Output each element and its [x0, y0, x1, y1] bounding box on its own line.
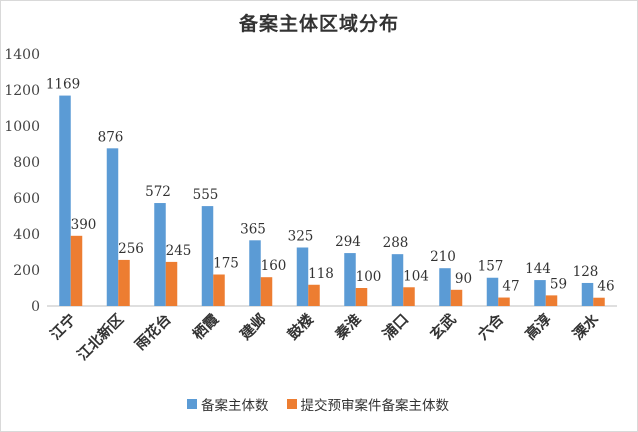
data-label-2: 160 — [261, 258, 287, 274]
bar-1 — [486, 277, 499, 306]
data-label-2: 47 — [502, 279, 519, 295]
data-label-2: 175 — [213, 256, 239, 272]
y-tick-label: 1000 — [4, 119, 40, 135]
bar-1 — [201, 206, 214, 306]
data-label-2: 104 — [403, 268, 429, 284]
bar-1 — [439, 268, 451, 306]
bar-1 — [581, 282, 594, 306]
legend-item-series-1: 备案主体数 — [187, 394, 269, 414]
data-label-2: 90 — [455, 271, 472, 287]
bar-2 — [593, 297, 605, 306]
x-tick-label: 玄武 — [426, 310, 460, 344]
x-tick-label: 六合 — [474, 310, 508, 344]
data-label-2: 100 — [356, 269, 382, 285]
y-tick-label: 600 — [13, 191, 40, 207]
x-tick-label: 栖霞 — [189, 310, 223, 344]
bar-1 — [59, 95, 71, 306]
legend-label-series-1: 备案主体数 — [201, 398, 269, 414]
bar-1 — [249, 240, 261, 306]
y-tick-label: 400 — [13, 227, 40, 243]
x-tick-label: 鼓楼 — [284, 310, 318, 344]
data-label-1: 325 — [288, 229, 314, 245]
x-tick-label: 秦淮 — [331, 310, 365, 344]
x-tick-label: 雨花台 — [131, 310, 174, 353]
data-label-1: 288 — [383, 235, 409, 251]
y-tick-label: 800 — [13, 155, 40, 171]
data-label-1: 555 — [193, 187, 219, 203]
y-tick-label: 0 — [31, 299, 40, 315]
bar-2 — [70, 235, 83, 306]
x-tick-label: 溧水 — [569, 310, 603, 344]
x-tick-label: 江北新区 — [73, 310, 127, 364]
x-tick-label: 江宁 — [46, 310, 79, 343]
chart-title: 备案主体区域分布 — [238, 13, 399, 35]
data-label-2: 59 — [550, 276, 567, 292]
data-label-1: 365 — [240, 221, 266, 237]
chart-legend: 备案主体数 提交预审案件备案主体数 — [0, 394, 636, 414]
data-label-2: 46 — [597, 279, 614, 295]
data-label-1: 294 — [335, 234, 361, 250]
bar-2 — [403, 287, 415, 306]
data-label-1: 128 — [573, 264, 599, 280]
y-tick-label: 1400 — [4, 47, 40, 63]
bar-2 — [545, 295, 558, 306]
bar-2 — [308, 284, 320, 306]
bar-2 — [260, 277, 273, 306]
data-label-1: 144 — [525, 261, 551, 277]
data-label-2: 245 — [166, 243, 192, 259]
data-label-2: 256 — [118, 241, 144, 257]
data-label-1: 157 — [478, 259, 504, 275]
data-label-1: 210 — [430, 249, 456, 265]
y-tick-label: 1200 — [4, 83, 40, 99]
legend-item-series-2: 提交预审案件备案主体数 — [286, 394, 450, 414]
bar-1 — [154, 203, 166, 306]
legend-swatch-series-1 — [187, 399, 197, 409]
bar-1 — [344, 253, 356, 306]
bar-2 — [355, 288, 368, 306]
x-tick-label: 建邺 — [236, 310, 270, 344]
bar-2 — [498, 297, 510, 306]
y-tick-label: 200 — [13, 263, 40, 279]
bar-1 — [296, 247, 309, 306]
data-label-1: 1169 — [46, 77, 80, 93]
bar-2 — [213, 274, 225, 306]
bar-1 — [534, 280, 546, 306]
data-label-1: 572 — [145, 184, 171, 200]
bar-2 — [450, 289, 463, 306]
x-tick-label: 浦口 — [379, 310, 412, 343]
legend-swatch-series-2 — [286, 399, 297, 409]
bar-1 — [391, 254, 404, 306]
data-label-2: 118 — [308, 266, 334, 282]
legend-label-series-2: 提交预审案件备案主体数 — [300, 398, 450, 414]
x-tick-label: 高淳 — [521, 310, 555, 344]
bar-1 — [106, 148, 119, 306]
data-label-1: 876 — [98, 129, 124, 145]
bar-2 — [118, 259, 130, 306]
data-label-2: 390 — [71, 217, 97, 233]
bar-2 — [165, 261, 178, 306]
